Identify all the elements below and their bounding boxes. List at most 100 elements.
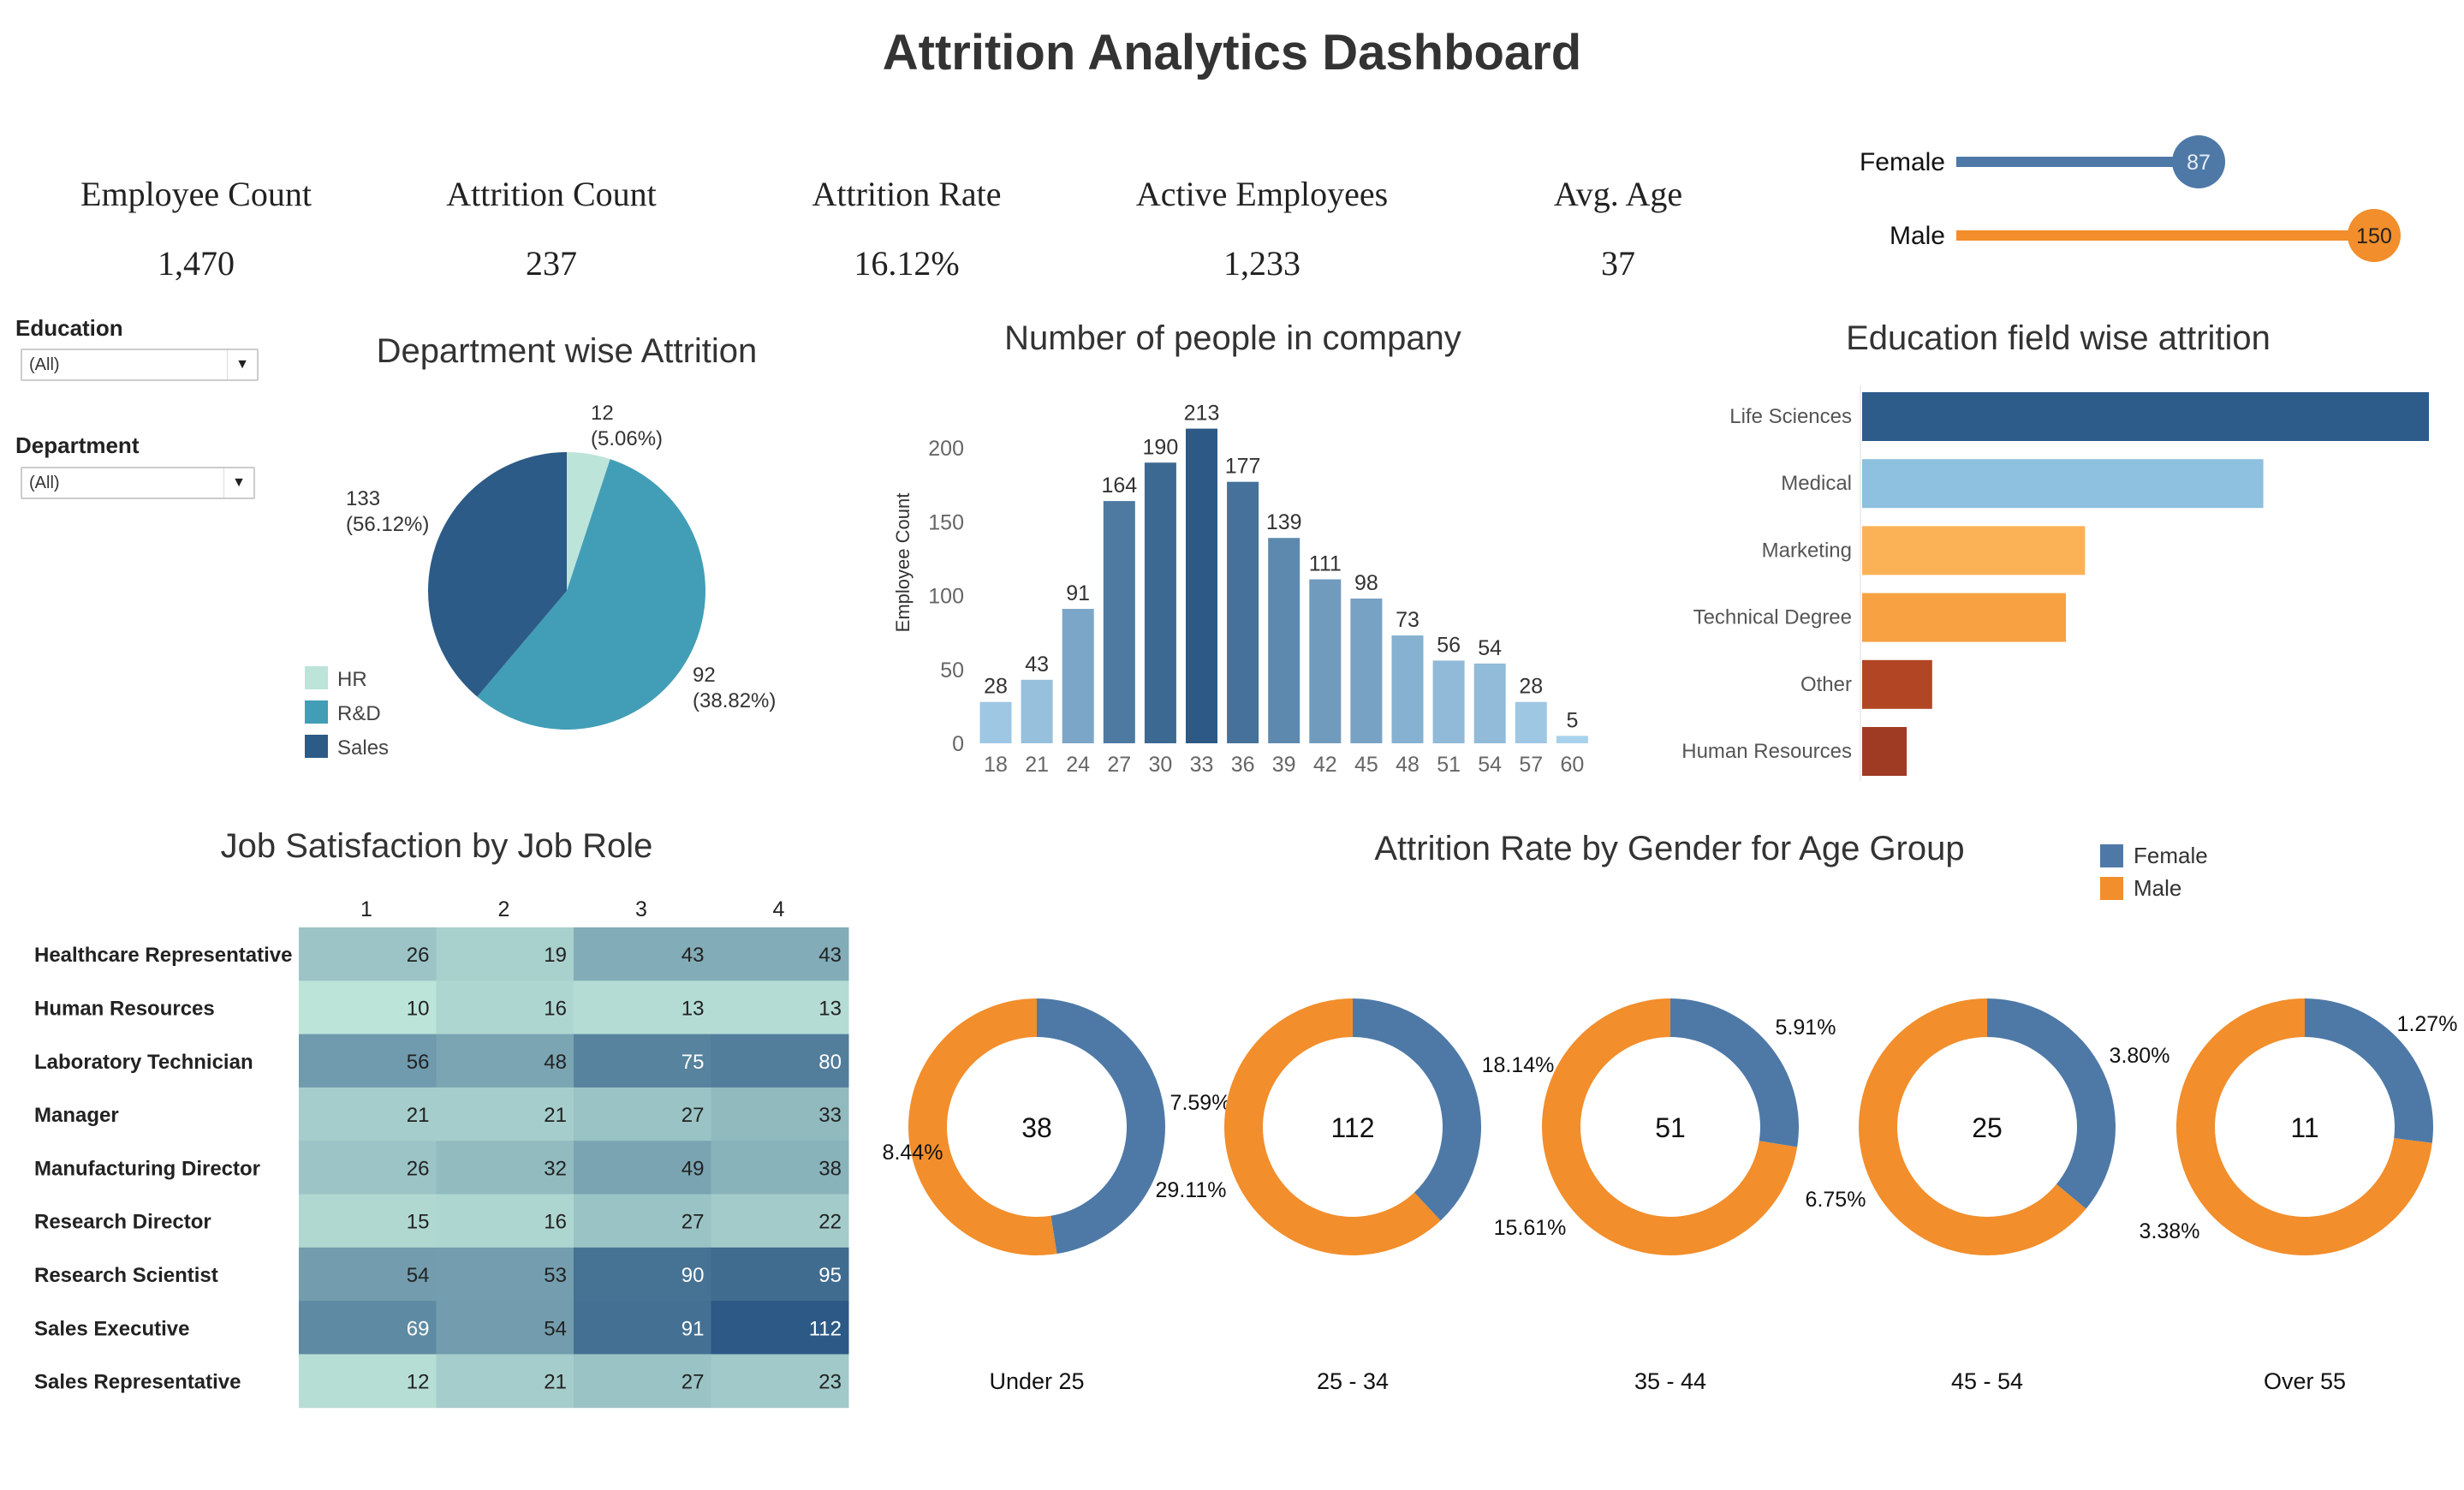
heatmap-cell: [574, 1301, 711, 1355]
row-label: Laboratory Technician: [34, 1051, 253, 1074]
heatmap-value: 33: [818, 1104, 842, 1127]
row-label: Research Director: [34, 1211, 211, 1234]
department-filter-label: Department: [15, 432, 140, 458]
heatmap-cell: [299, 980, 437, 1035]
heatmap-value: 16: [544, 997, 567, 1020]
row-label: Sales Representative: [34, 1371, 241, 1394]
x-tick-label: 30: [1148, 753, 1172, 777]
heatmap-cell: [574, 1247, 711, 1302]
row-label: Manager: [34, 1104, 119, 1127]
y-tick-label: 100: [928, 585, 964, 609]
category-label: Other: [1800, 673, 1852, 696]
heatmap-value: 43: [818, 944, 842, 967]
bar-value-label: 213: [1184, 402, 1220, 426]
education-filter-label: Education: [15, 315, 123, 341]
age-bar-39: [1268, 538, 1300, 743]
column-header: 3: [635, 897, 647, 921]
chevron-down-icon[interactable]: ▼: [223, 468, 253, 498]
legend-label: HR: [337, 668, 367, 691]
bar-value-label: 73: [1396, 608, 1419, 632]
bar-value-label: 164: [1101, 474, 1137, 498]
legend-swatch-male: [2100, 877, 2123, 900]
gender-label-female: Female: [1860, 148, 1945, 176]
department-filter-dropdown[interactable]: (All) ▼: [21, 467, 255, 499]
donut-female-arc: [1037, 998, 1165, 1255]
heatmap-cell: [436, 1141, 574, 1195]
donut-pct-label: 18.14%: [1482, 1053, 1555, 1077]
donut-female-arc: [2305, 998, 2433, 1143]
heatmap-value: 112: [809, 1317, 842, 1340]
donut-male-arc: [1224, 998, 1441, 1255]
age-bar-36: [1227, 481, 1259, 743]
heatmap-value: 27: [681, 1371, 705, 1394]
age-bar-30: [1144, 462, 1176, 743]
heatmap-cell: [436, 1034, 574, 1088]
legend-label: R&D: [337, 702, 381, 725]
age-group-label: Over 55: [2264, 1368, 2346, 1394]
donut-male-arc: [1542, 998, 1798, 1256]
education-filter-dropdown[interactable]: (All) ▼: [21, 349, 259, 381]
donut-male-arc: [2175, 998, 2432, 1256]
heatmap-value: 16: [544, 1211, 567, 1234]
bar-value-label: 98: [1354, 571, 1378, 595]
heatmap-value: 75: [681, 1051, 705, 1074]
education-bar-other: [1862, 659, 1932, 709]
x-tick-label: 36: [1231, 753, 1255, 777]
education-bar-life-sciences: [1862, 392, 2429, 441]
pie-pct-label: (56.12%): [346, 513, 429, 536]
heatmap-cell: [299, 1141, 437, 1195]
gender-value: 87: [2187, 151, 2211, 175]
heatmap-value: 21: [544, 1371, 567, 1394]
pie-pct-label: (38.82%): [693, 689, 776, 712]
donut-female-arc: [1670, 998, 1800, 1147]
gender-bubble-male: [2348, 209, 2401, 262]
y-tick-label: 0: [952, 732, 964, 756]
row-label: Human Resources: [34, 997, 215, 1020]
heatmap-cell: [299, 1034, 437, 1088]
pie-slice-sales: [427, 452, 567, 697]
heatmap-value: 26: [407, 1157, 430, 1180]
bar-value-label: 28: [1519, 675, 1543, 699]
pie-slice-r&d: [477, 459, 705, 730]
y-tick-label: 150: [928, 510, 964, 534]
education-bar-human-resources: [1862, 727, 1908, 776]
heatmap-value: 54: [544, 1317, 567, 1340]
heatmap-value: 53: [544, 1264, 567, 1287]
department-attrition-title: Department wise Attrition: [376, 332, 758, 370]
heatmap-value: 23: [818, 1371, 842, 1394]
heatmap-cell: [436, 980, 574, 1035]
heatmap-value: 56: [407, 1051, 430, 1074]
y-tick-label: 50: [940, 659, 964, 682]
category-label: Marketing: [1762, 539, 1852, 562]
heatmap-value: 21: [544, 1104, 567, 1127]
donut-pct-label: 6.75%: [1806, 1188, 1866, 1212]
x-tick-label: 18: [984, 753, 1008, 777]
donut-pct-label: 3.80%: [2110, 1044, 2170, 1068]
kpi-value: 1,470: [158, 244, 235, 283]
kpi-label: Attrition Rate: [812, 175, 1002, 213]
legend-label: Female: [2134, 843, 2208, 868]
donut-pct-label: 29.11%: [1156, 1178, 1227, 1202]
bar-value-label: 177: [1225, 455, 1261, 479]
bar-value-label: 111: [1309, 552, 1342, 576]
heatmap-cell: [436, 927, 574, 981]
heatmap-value: 43: [681, 944, 705, 967]
heatmap-cell: [711, 1354, 849, 1409]
heatmap-value: 15: [407, 1211, 430, 1234]
donut-pct-label: 3.38%: [2140, 1219, 2200, 1243]
chevron-down-icon[interactable]: ▼: [227, 350, 257, 379]
x-tick-label: 39: [1272, 753, 1296, 777]
bar-value-label: 43: [1025, 653, 1049, 676]
education-bar-marketing: [1862, 526, 2086, 575]
column-header: 1: [360, 897, 372, 921]
donut-male-arc: [1859, 998, 2086, 1255]
heatmap-cell: [299, 1087, 437, 1141]
category-label: Human Resources: [1681, 740, 1852, 763]
legend-swatch-hr: [305, 666, 328, 689]
heatmap-value: 26: [407, 944, 430, 967]
age-bar-57: [1515, 701, 1547, 743]
heatmap-value: 54: [407, 1264, 430, 1287]
row-label: Manufacturing Director: [34, 1157, 260, 1180]
heatmap-cell: [574, 980, 711, 1035]
